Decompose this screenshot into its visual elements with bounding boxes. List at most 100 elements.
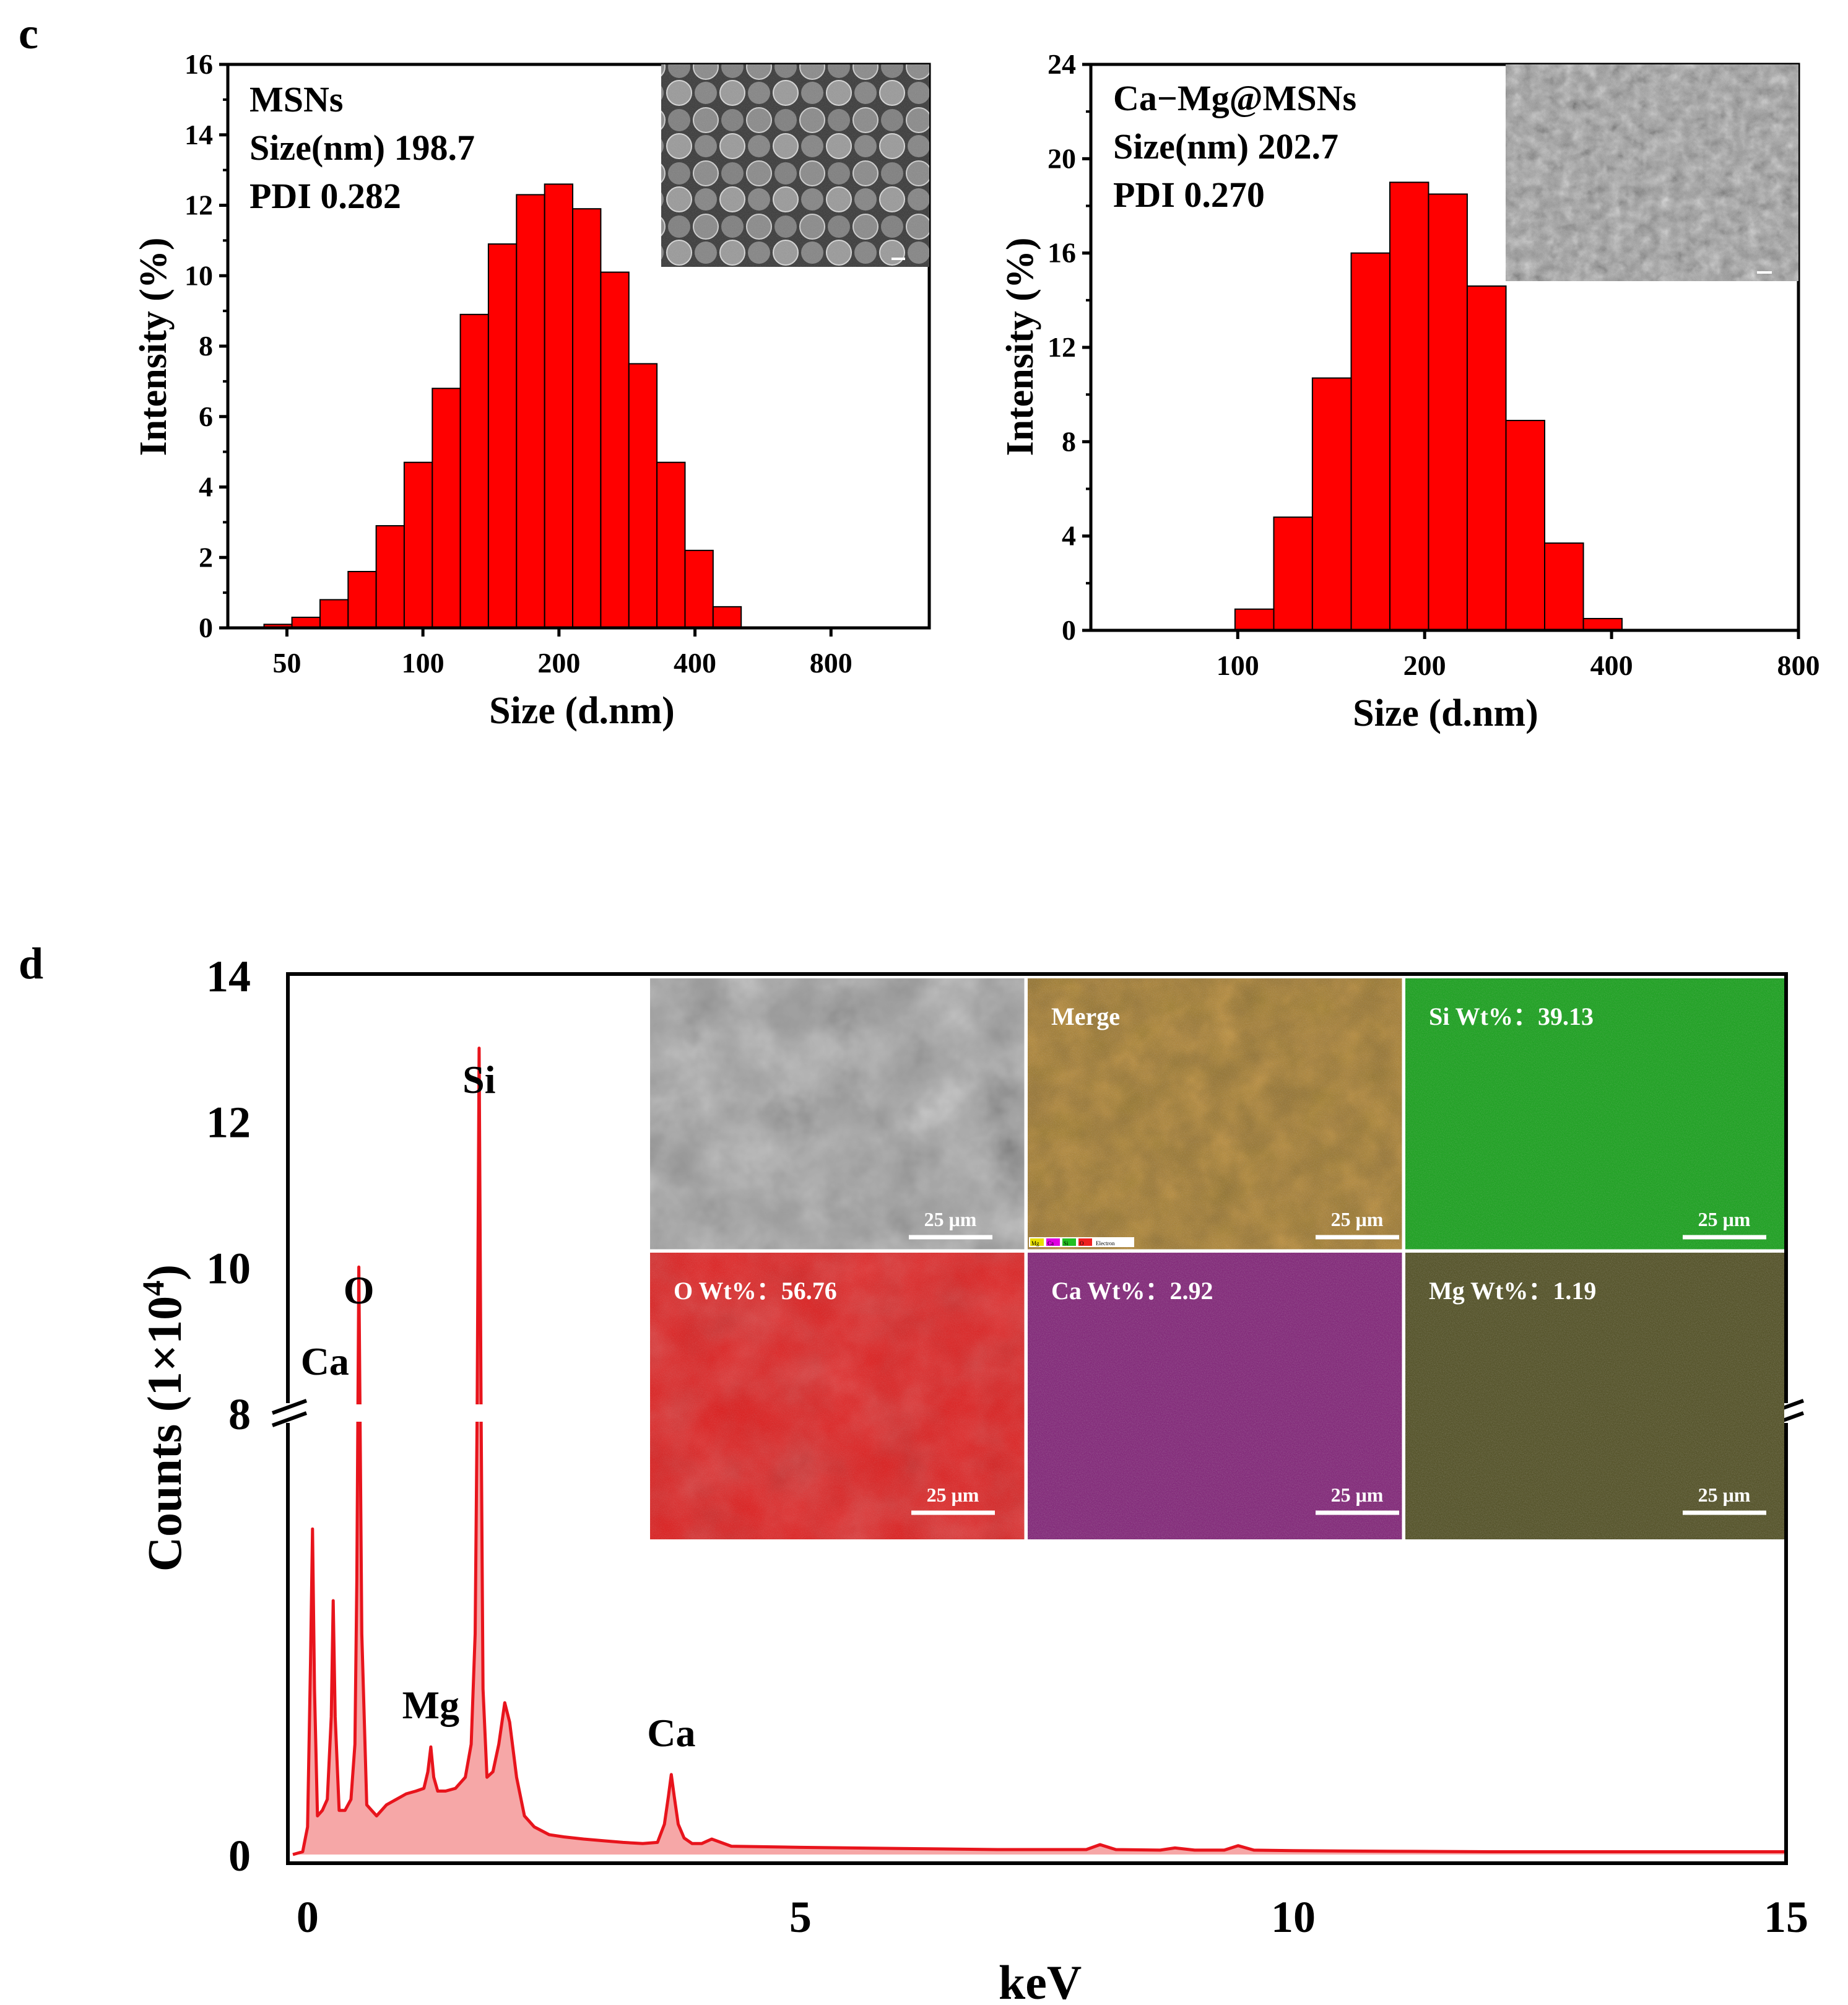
chart-eds-peak-labels: Ca O Mg Si Ca: [301, 1058, 696, 1755]
c2-ytick-label: 20: [1048, 142, 1076, 174]
chart-camg: 0 4 8 12 16 20 24 100 200 400 800 Size (d.nm) Int…: [999, 48, 1820, 734]
c1-bar: [459, 313, 489, 628]
c1-ytick-label: 14: [184, 119, 213, 150]
c2-bar: [1582, 617, 1623, 631]
c1-ytick-label: 16: [184, 48, 213, 80]
c1-ytick-label: 0: [199, 612, 213, 643]
chart-eds-x-ticks: 0 5 10 15: [297, 1892, 1808, 1942]
merge-legend-item: Si: [1064, 1240, 1069, 1246]
scale-bar-label: 25 μm: [1698, 1208, 1751, 1230]
chart-camg-pdi: PDI 0.270: [1113, 175, 1265, 215]
eds-ytick-label: 10: [206, 1243, 251, 1293]
c1-ytick-label: 10: [184, 259, 213, 291]
c1-ytick-label: 4: [199, 471, 213, 503]
c2-ytick-label: 8: [1062, 425, 1076, 457]
c1-bar: [375, 525, 405, 628]
scale-bar-label: 25 μm: [1331, 1208, 1384, 1230]
eds-map-grid: 25 μm 25 μm 25 μm 25 μm 25 μm 25 μm Merge Si W…: [650, 978, 1784, 1539]
chart-msns-size: Size(nm) 198.7: [249, 128, 475, 168]
chart-msns-xlabel: Size (d.nm): [489, 690, 675, 732]
c2-xtick-label: 100: [1217, 650, 1259, 681]
c1-xtick-label: 50: [272, 647, 301, 679]
chart-eds-xlabel: keV: [999, 1955, 1082, 2005]
panel-c-label: c: [19, 9, 38, 58]
eds-map-label: O Wt%：56.76: [674, 1277, 837, 1305]
chart-msns-y-ticks: 0 2 4 6 8 10 12 14 16: [184, 48, 228, 643]
eds-peak-label: Ca: [301, 1339, 349, 1383]
panel-d-label: d: [19, 939, 43, 988]
chart-camg-x-ticks: 100 200 400 800: [1217, 630, 1820, 681]
chart-msns-x-ticks: 50 100 200 400 800: [272, 628, 852, 679]
chart-camg-sample: Ca−Mg@MSNs: [1113, 78, 1356, 118]
c1-xtick-label: 200: [537, 647, 580, 679]
eds-ytick-label: 14: [206, 952, 251, 1001]
c1-bar: [347, 571, 377, 628]
eds-map-scale-bars: 25 μm 25 μm 25 μm 25 μm 25 μm 25 μm: [909, 1208, 1766, 1515]
eds-peak-label: Mg: [402, 1683, 459, 1727]
c2-ytick-label: 4: [1062, 520, 1076, 552]
c2-ytick-label: 16: [1048, 237, 1076, 269]
eds-xtick-label: 10: [1271, 1892, 1316, 1942]
scale-bar-label: 25 μm: [927, 1484, 979, 1506]
chart-msns-sample: MSNs: [249, 79, 343, 120]
chart-msns: 0 2 4 6 8 10 12 14 16 50 100 200 400 800 Size (d.nm)…: [132, 48, 931, 732]
c2-bar: [1466, 285, 1507, 631]
eds-map-label: Merge: [1051, 1002, 1120, 1030]
eds-peak-break-si: [471, 1404, 501, 1422]
chart-eds-trace: [292, 1046, 1786, 1856]
chart-eds: 0 8 10 12 14 0 5 10 15 Ca O Mg Si Ca keV Counts (1×…: [136, 952, 1808, 2005]
c1-bar: [712, 606, 742, 628]
c2-ytick-label: 24: [1048, 48, 1076, 80]
eds-map-label: Si Wt%：39.13: [1429, 1002, 1594, 1030]
eds-map-labels: Merge Si Wt%：39.13 O Wt%：56.76 Ca Wt%：2.92 M…: [674, 1002, 1596, 1305]
eds-xtick-label: 15: [1764, 1892, 1808, 1942]
c2-bar: [1505, 420, 1546, 632]
chart-camg-y-ticks: 0 4 8 12 16 20 24: [1048, 48, 1091, 646]
eds-ytick-label: 8: [228, 1390, 251, 1439]
c1-ytick-label: 2: [199, 541, 213, 573]
c1-bar: [516, 194, 545, 628]
c1-bar: [291, 616, 321, 628]
c2-xtick-label: 200: [1403, 650, 1446, 681]
c1-bar: [432, 388, 461, 628]
c1-bar: [600, 271, 630, 628]
eds-peak-label: Si: [462, 1058, 495, 1102]
eds-peak-break-o: [347, 1404, 371, 1422]
eds-spectrum-line: [292, 1046, 1786, 1856]
c1-bar: [544, 183, 574, 628]
scale-bar-label: 25 μm: [1331, 1484, 1384, 1506]
eds-peak-label: O: [344, 1268, 375, 1312]
c1-xtick-label: 800: [810, 647, 852, 679]
c2-ytick-label: 0: [1062, 614, 1076, 646]
c2-bar: [1311, 377, 1352, 632]
chart-camg-xlabel: Size (d.nm): [1353, 692, 1538, 734]
c1-ytick-label: 6: [199, 401, 213, 432]
chart-camg-ylabel: Intensity (%): [999, 237, 1041, 456]
c2-bar: [1350, 252, 1391, 631]
chart-eds-y-ticks: 0 8 10 12 14: [206, 952, 251, 1881]
c1-bar: [487, 243, 518, 628]
c2-bar: [1544, 542, 1584, 632]
c1-xtick-label: 100: [402, 647, 445, 679]
eds-map-label: Ca Wt%：2.92: [1051, 1277, 1213, 1305]
c1-ytick-label: 12: [184, 189, 213, 221]
eds-xtick-label: 0: [297, 1892, 319, 1942]
c2-bar: [1389, 181, 1429, 631]
eds-peak-label: Ca: [647, 1711, 695, 1755]
merge-legend-item: O: [1080, 1240, 1084, 1246]
c1-bar: [319, 599, 349, 628]
c2-bar: [1428, 193, 1468, 632]
c1-ytick-label: 8: [199, 330, 213, 362]
chart-camg-bars: [1234, 181, 1623, 632]
scale-bar-label: 25 μm: [1698, 1484, 1751, 1506]
eds-ytick-label: 12: [206, 1098, 251, 1147]
chart-msns-ylabel: Intensity (%): [132, 237, 175, 456]
chart-msns-sem-inset: [661, 64, 929, 267]
chart-msns-bars: [263, 183, 742, 628]
chart-camg-sem-inset: [1506, 64, 1798, 281]
chart-camg-size: Size(nm) 202.7: [1113, 126, 1338, 167]
c1-bar: [684, 549, 714, 628]
eds-map-label: Mg Wt%：1.19: [1429, 1277, 1596, 1305]
chart-eds-ylabel: Counts (1×104): [136, 1264, 191, 1572]
